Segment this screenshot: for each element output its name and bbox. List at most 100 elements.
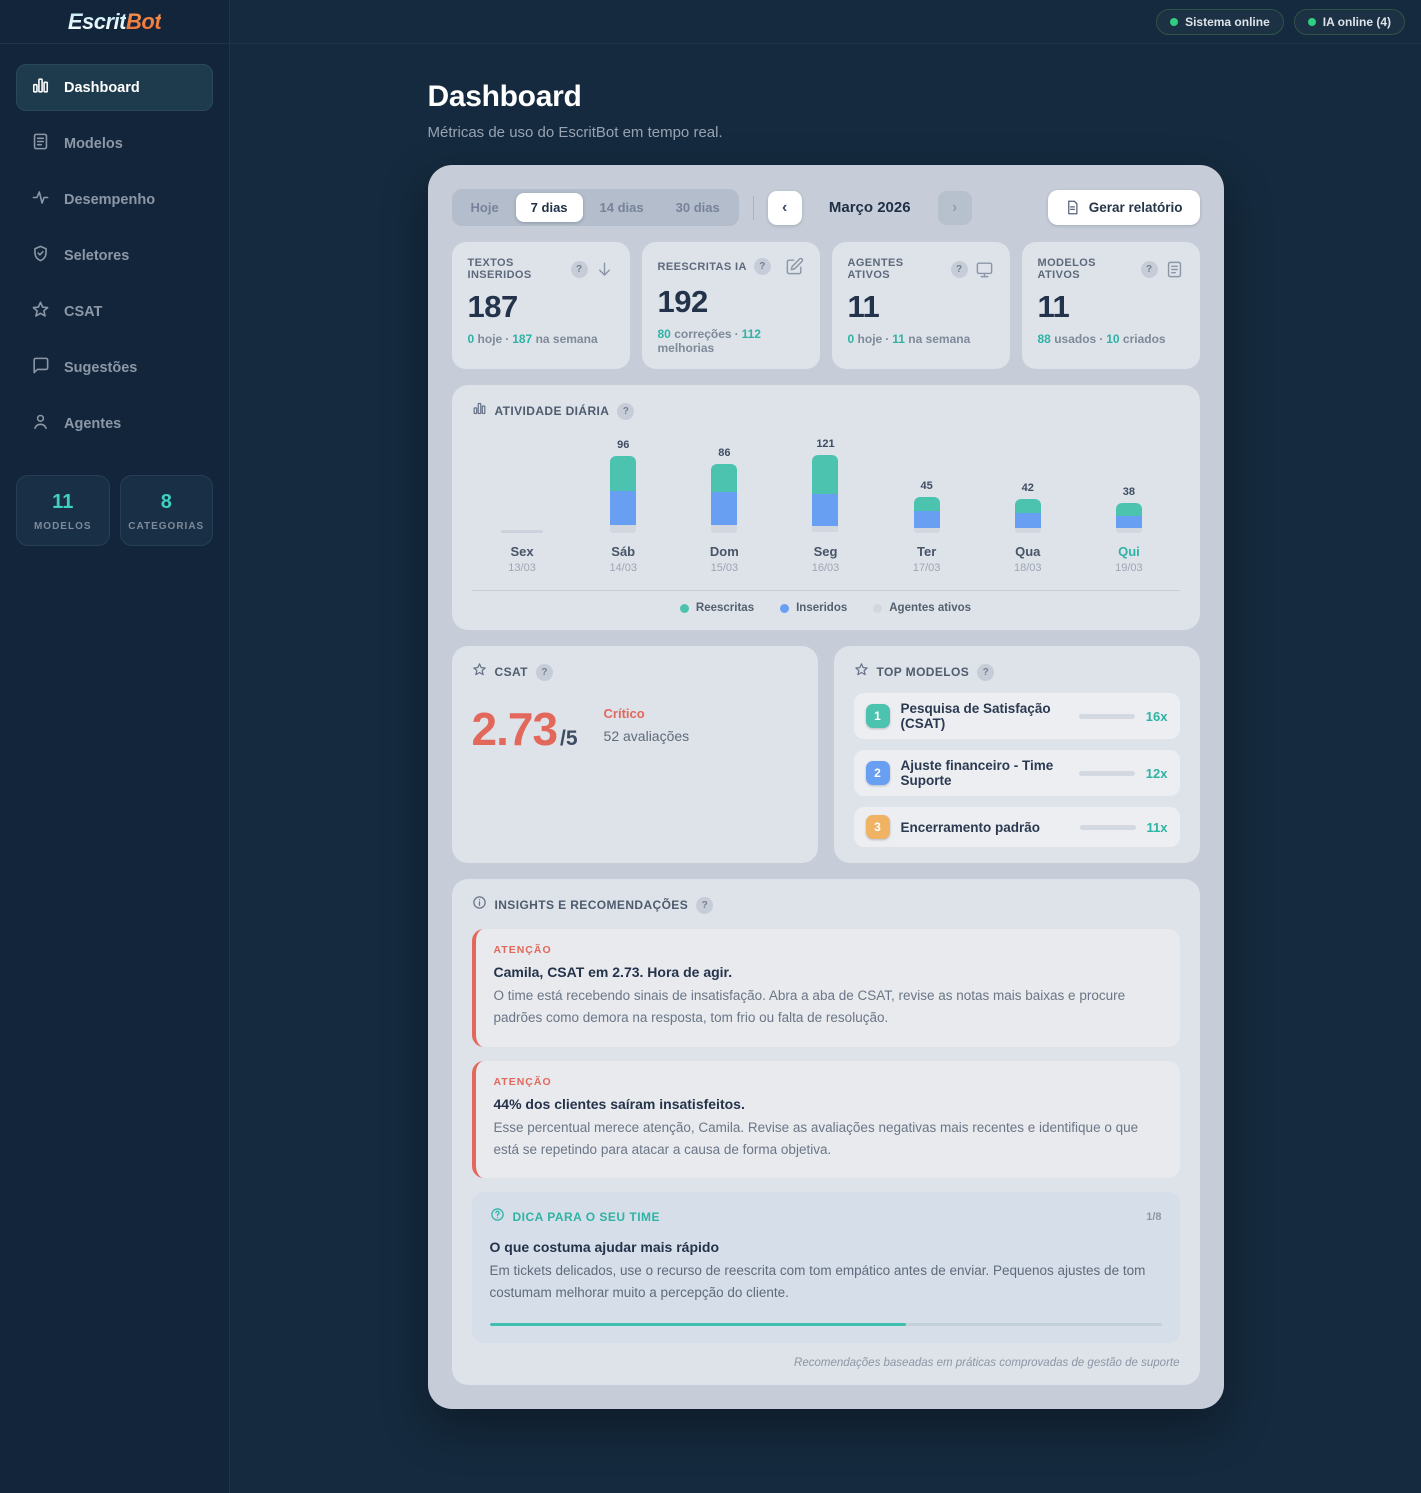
help-circle-icon bbox=[490, 1207, 505, 1227]
range-button-30dias[interactable]: 30 dias bbox=[661, 193, 735, 222]
usage-bar bbox=[1078, 713, 1135, 719]
sidebar-stat-modelos: 11 MODELOS bbox=[16, 475, 110, 546]
usage-bar bbox=[1079, 824, 1136, 830]
document-icon bbox=[1067, 200, 1078, 215]
stat-card-modelos-ativos: MODELOS ATIVOS ? 11 88 usados · 10 criados bbox=[1021, 242, 1200, 369]
generate-report-button[interactable]: Gerar relatório bbox=[1047, 190, 1200, 225]
star-icon bbox=[472, 662, 487, 682]
stat-card-value: 192 bbox=[657, 284, 709, 319]
usage-count: 11x bbox=[1146, 819, 1168, 835]
stat-card-value: 187 bbox=[467, 289, 519, 324]
top-bar: Sistema online IA online (4) bbox=[230, 0, 1421, 44]
help-icon[interactable]: ? bbox=[535, 663, 553, 681]
stat-card-title: MODELOS ATIVOS bbox=[1037, 257, 1096, 281]
status-badge-label: Sistema online bbox=[1185, 14, 1270, 29]
sidebar-item-sugestoes[interactable]: Sugestões bbox=[16, 344, 213, 391]
page-title: Dashboard bbox=[427, 80, 582, 113]
tip-header: DICA PARA O SEU TIME 1/8 bbox=[490, 1207, 1162, 1227]
stat-cards-row: TEXTOS INSERIDOS ? 187 0 hoje · 187 na sem… bbox=[451, 242, 1200, 369]
help-icon[interactable]: ? bbox=[696, 896, 714, 914]
insights-header: INSIGHTS E RECOMENDAÇÕES ? bbox=[472, 895, 1180, 915]
stat-card-footer: 0 hoje · 11 na semana bbox=[847, 332, 971, 346]
filter-toolbar: Hoje 7 dias 14 dias 30 dias ‹ Março 2026… bbox=[451, 189, 1200, 226]
insights-footnote: Recomendações baseadas em práticas compr… bbox=[794, 1356, 1180, 1369]
sidebar-item-csat[interactable]: CSAT bbox=[16, 288, 213, 335]
chart-header: ATIVIDADE DIÁRIA ? bbox=[472, 401, 1180, 421]
rank-badge: 2 bbox=[865, 761, 890, 785]
file-text-icon bbox=[31, 132, 50, 155]
legend-dot-icon bbox=[873, 603, 883, 613]
bar-chart-icon bbox=[31, 76, 50, 99]
alert-tag: ATENÇÃO bbox=[493, 944, 552, 956]
logo-text-bot: Bot bbox=[126, 8, 162, 34]
range-button-7dias[interactable]: 7 dias bbox=[515, 193, 583, 222]
user-icon bbox=[31, 412, 50, 435]
chart-column: Sex 13/03 bbox=[472, 427, 573, 574]
bar-chart-icon bbox=[472, 401, 487, 421]
stat-card-title: TEXTOS INSERIDOS bbox=[467, 257, 532, 281]
online-dot-icon bbox=[1307, 17, 1316, 26]
shield-check-icon bbox=[31, 244, 50, 267]
help-icon[interactable]: ? bbox=[753, 258, 771, 275]
page-subtitle: Métricas de uso do EscritBot em tempo re… bbox=[427, 124, 723, 141]
range-button-14dias[interactable]: 14 dias bbox=[585, 193, 659, 222]
sidebar-item-desempenho[interactable]: Desempenho bbox=[16, 176, 213, 223]
logo-text-escrit: Escrit bbox=[67, 8, 127, 34]
next-month-button[interactable]: › bbox=[937, 190, 972, 225]
tip-progress-fill bbox=[489, 1322, 907, 1326]
chart-column: 38 Qui 19/03 bbox=[1115, 486, 1143, 574]
legend-dot-icon bbox=[679, 603, 689, 613]
alert-card-insatisfeitos: ATENÇÃO 44% dos clientes saíram insatisf… bbox=[471, 1060, 1180, 1179]
csat-reviews-count: 52 avaliações bbox=[603, 728, 690, 744]
csat-status-badge: Crítico bbox=[603, 706, 645, 721]
legend-dot-icon bbox=[780, 603, 790, 613]
stat-card-footer: 80 correções · 112 melhorias bbox=[657, 327, 761, 355]
rank-badge: 3 bbox=[865, 815, 890, 839]
rank-badge: 1 bbox=[865, 704, 890, 728]
top-model-row-1[interactable]: 1 Pesquisa de Satisfação (CSAT) 16x bbox=[853, 693, 1180, 739]
stat-card-value: 11 bbox=[847, 289, 880, 324]
alert-body: Esse percentual merece atenção, Camila. … bbox=[493, 1119, 1139, 1157]
csat-meta: Crítico 52 avaliações bbox=[604, 702, 690, 744]
stat-card-value: 11 bbox=[1037, 289, 1070, 324]
sidebar-item-seletores[interactable]: Seletores bbox=[16, 232, 213, 279]
top-models-header: TOP MODELOS ? bbox=[854, 662, 1180, 682]
help-icon[interactable]: ? bbox=[950, 260, 968, 278]
mid-row: CSAT ? 2.73 /5 Crítico 52 avaliações bbox=[451, 646, 1200, 863]
top-model-row-3[interactable]: 3 Encerramento padrão 11x bbox=[853, 807, 1180, 847]
alert-tag: ATENÇÃO bbox=[493, 1075, 552, 1088]
sidebar-item-agentes[interactable]: Agentes bbox=[16, 400, 213, 447]
csat-scale: /5 bbox=[560, 727, 578, 750]
tip-page-indicator: 1/8 bbox=[1146, 1211, 1162, 1224]
insights-title: INSIGHTS E RECOMENDAÇÕES bbox=[494, 898, 689, 912]
sidebar-item-label: Sugestões bbox=[64, 359, 138, 376]
status-badge-sistema: Sistema online bbox=[1156, 8, 1284, 35]
online-dot-icon bbox=[1170, 17, 1179, 26]
prev-month-button[interactable]: ‹ bbox=[767, 190, 802, 225]
stat-value: 8 bbox=[160, 491, 172, 513]
help-icon[interactable]: ? bbox=[1140, 260, 1158, 278]
chart-bars: Sex 13/03 96 Sáb 14/03 86 Dom 15/03 121 Seg 16/03 4… bbox=[472, 427, 1180, 574]
csat-body: 2.73 /5 Crítico 52 avaliações bbox=[472, 702, 798, 756]
help-icon[interactable]: ? bbox=[570, 260, 588, 278]
sidebar-item-dashboard[interactable]: Dashboard bbox=[16, 64, 213, 111]
help-icon[interactable]: ? bbox=[977, 663, 995, 681]
top-models-card: TOP MODELOS ? 1 Pesquisa de Satisfação (… bbox=[833, 646, 1200, 863]
sidebar-item-label: Modelos bbox=[64, 135, 123, 152]
activity-icon bbox=[31, 188, 50, 211]
star-icon bbox=[31, 300, 50, 323]
tip-body: Em tickets delicados, use o recurso de r… bbox=[489, 1263, 1146, 1301]
chart-column: 42 Qua 18/03 bbox=[1014, 482, 1042, 574]
stat-card-title: AGENTES ATIVOS bbox=[847, 257, 904, 281]
arrow-down-icon bbox=[595, 260, 614, 279]
model-name: Encerramento padrão bbox=[900, 819, 1041, 835]
insights-card: INSIGHTS E RECOMENDAÇÕES ? ATENÇÃO Camil… bbox=[451, 879, 1200, 1385]
range-button-hoje[interactable]: Hoje bbox=[456, 193, 514, 222]
alert-title: Camila, CSAT em 2.73. Hora de agir. bbox=[493, 964, 733, 980]
legend-item-agentes: Agentes ativos bbox=[873, 602, 971, 614]
help-icon[interactable]: ? bbox=[617, 402, 635, 420]
csat-score: 2.73 /5 bbox=[472, 702, 578, 756]
sidebar-item-modelos[interactable]: Modelos bbox=[16, 120, 213, 167]
top-model-row-2[interactable]: 2 Ajuste financeiro - Time Suporte 12x bbox=[853, 750, 1180, 796]
alert-title: 44% dos clientes saíram insatisfeitos. bbox=[493, 1095, 745, 1112]
